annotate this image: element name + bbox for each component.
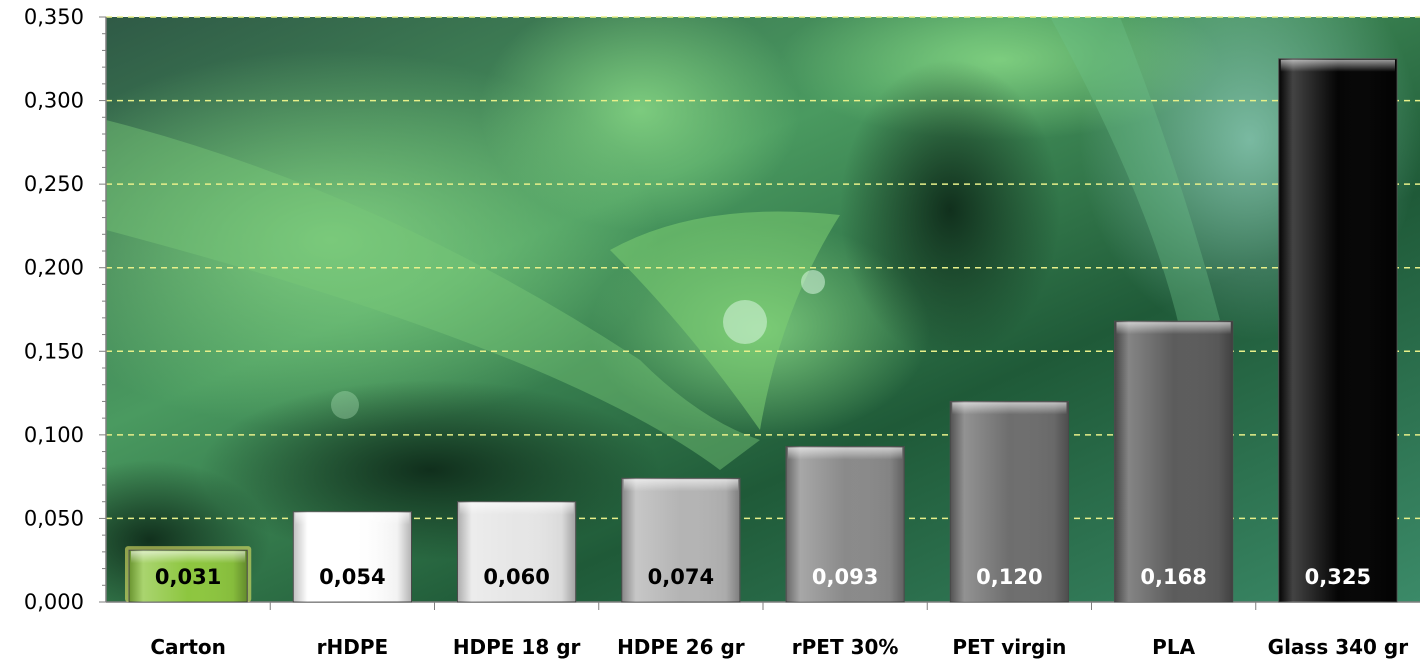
y-tick-label: 0,050 [24, 506, 84, 530]
bar-group: 0,325 [1278, 58, 1398, 603]
bar-shading [785, 446, 905, 602]
bar-bevel [459, 502, 574, 515]
y-tick-label: 0,150 [24, 339, 84, 363]
bar-shading [621, 478, 741, 602]
x-category-label: HDPE 26 gr [617, 635, 745, 659]
bar-group: 0,074 [621, 477, 741, 603]
bar-bevel [787, 447, 903, 460]
x-category-label: PET virgin [952, 635, 1066, 659]
bar-value-label: 0,074 [648, 565, 714, 589]
bar-bevel [130, 551, 246, 564]
x-axis-labels: Carton rHDPE HDPE 18 gr HDPE 26 gr rPET 30% P… [150, 635, 1408, 659]
bar-group: 0,120 [949, 400, 1070, 603]
y-tick-label: 0,100 [24, 423, 84, 447]
plot-background [106, 17, 1420, 602]
x-category-label: Carton [150, 635, 226, 659]
y-tick-label: 0,350 [24, 5, 84, 29]
x-category-label: rHDPE [317, 635, 389, 659]
bars: 0,031 0,054 0,060 0,074 0,093 0,120 0,168 0,325 [124, 58, 1398, 603]
bar-shading [1114, 321, 1233, 602]
bar-value-label: 0,031 [155, 565, 221, 589]
bar-group: 0,054 [292, 511, 413, 603]
bar-value-label: 0,060 [483, 565, 549, 589]
bar-group: 0,168 [1113, 320, 1234, 603]
bar-shading [457, 501, 576, 602]
bar-value-label: 0,325 [1305, 565, 1371, 589]
x-category-label: PLA [1152, 635, 1195, 659]
bar-shading [293, 511, 412, 602]
bar-bevel [1280, 59, 1396, 72]
x-category-label: rPET 30% [792, 635, 899, 659]
bar-value-label: 0,093 [812, 565, 878, 589]
x-category-label: HDPE 18 gr [453, 635, 581, 659]
bar-bevel [952, 402, 1067, 415]
bar-group: 0,031 [124, 546, 252, 603]
bar-bevel [295, 512, 410, 525]
bar-shading [950, 401, 1069, 602]
y-tick-label: 0,200 [24, 256, 84, 280]
bar-value-label: 0,120 [976, 565, 1042, 589]
bar-shading [1278, 58, 1398, 603]
y-tick-label: 0,250 [24, 172, 84, 196]
bar-value-label: 0,054 [319, 565, 385, 589]
x-category-label: Glass 340 gr [1268, 635, 1409, 659]
bar-value-label: 0,168 [1140, 565, 1206, 589]
bar-bevel [623, 479, 739, 492]
y-tick-label: 0,300 [24, 89, 84, 113]
y-tick-label: 0,000 [24, 590, 84, 614]
bar-group: 0,060 [456, 501, 577, 603]
bar-group: 0,093 [785, 446, 905, 603]
bar-bevel [1116, 322, 1231, 335]
